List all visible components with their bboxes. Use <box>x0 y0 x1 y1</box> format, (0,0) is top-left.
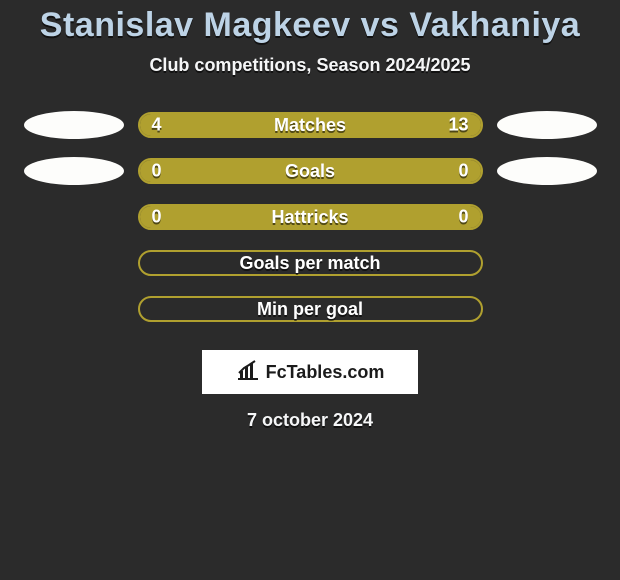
player-left-badge <box>24 111 124 139</box>
stat-label: Hattricks <box>140 207 481 228</box>
stat-value-left: 0 <box>152 207 162 228</box>
stat-label: Goals <box>140 161 481 182</box>
comparison-infographic: Stanislav Magkeev vs Vakhaniya Club comp… <box>0 0 620 431</box>
stat-value-left: 0 <box>152 161 162 182</box>
stat-bar: Hattricks0 0 <box>138 204 483 230</box>
stat-bar: Matches4 13 <box>138 112 483 138</box>
page-subtitle: Club competitions, Season 2024/2025 <box>0 55 620 76</box>
brand-badge: FcTables.com <box>202 350 418 394</box>
stat-row: Hattricks0 0 <box>0 194 620 240</box>
stat-label: Goals per match <box>140 253 481 274</box>
stat-value-right: 13 <box>448 115 468 136</box>
brand-text: FcTables.com <box>266 362 385 383</box>
date-label: 7 october 2024 <box>0 410 620 431</box>
stat-label: Matches <box>140 115 481 136</box>
stat-value-left: 4 <box>152 115 162 136</box>
stat-row: Matches4 13 <box>0 102 620 148</box>
stat-value-right: 0 <box>458 161 468 182</box>
stat-row: Min per goal <box>0 286 620 332</box>
stat-label: Min per goal <box>140 299 481 320</box>
bar-chart-icon <box>236 359 260 386</box>
stat-bar: Goals0 0 <box>138 158 483 184</box>
player-right-badge <box>497 157 597 185</box>
stat-value-right: 0 <box>458 207 468 228</box>
stat-row: Goals0 0 <box>0 148 620 194</box>
stat-rows: Matches413Goals00Hattricks00Goals per ma… <box>0 102 620 332</box>
stat-bar: Goals per match <box>138 250 483 276</box>
player-right-badge <box>497 111 597 139</box>
page-title: Stanislav Magkeev vs Vakhaniya <box>0 6 620 45</box>
player-left-badge <box>24 157 124 185</box>
stat-bar: Min per goal <box>138 296 483 322</box>
stat-row: Goals per match <box>0 240 620 286</box>
